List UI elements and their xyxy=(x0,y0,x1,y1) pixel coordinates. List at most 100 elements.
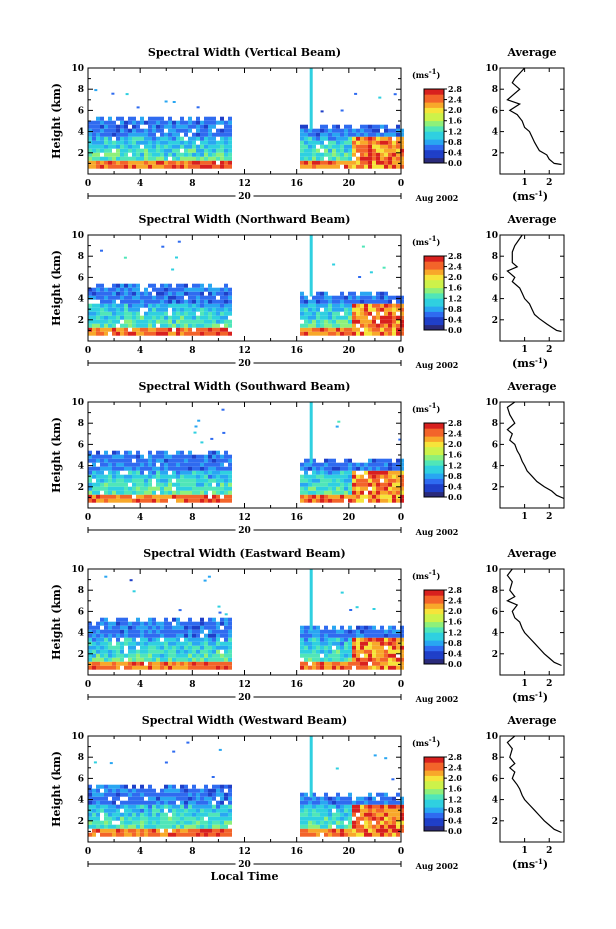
heatmap-cell xyxy=(192,283,196,288)
heatmap-cell xyxy=(328,832,332,837)
heatmap-cell xyxy=(348,478,352,483)
heatmap-cell xyxy=(332,462,336,467)
x-tick-label: 0 xyxy=(398,680,404,690)
heatmap-cell xyxy=(168,315,172,320)
heatmap-cell xyxy=(380,832,384,837)
heatmap-cell xyxy=(316,307,320,312)
heatmap-cell xyxy=(104,128,108,133)
heatmap-cell xyxy=(144,816,148,821)
heatmap-cell xyxy=(216,828,220,833)
heatmap-cell xyxy=(200,295,204,300)
heatmap-cell xyxy=(208,637,212,642)
heatmap-cell xyxy=(180,303,184,308)
heatmap-cell xyxy=(136,474,140,479)
heatmap-cell xyxy=(96,291,100,296)
heatmap-cell xyxy=(124,665,128,670)
day-label-bg xyxy=(235,524,254,535)
x-tick-label: 0 xyxy=(85,179,91,189)
heatmap-cell xyxy=(316,800,320,805)
heatmap-cell xyxy=(228,657,232,662)
heatmap-cell xyxy=(336,478,340,483)
heatmap-cell xyxy=(92,124,96,129)
heatmap-cell xyxy=(172,295,176,300)
heatmap-cell xyxy=(108,311,112,316)
heatmap-cell xyxy=(344,128,348,133)
heatmap-cell xyxy=(344,633,348,638)
heatmap-cell xyxy=(136,653,140,658)
heatmap-cell xyxy=(372,164,376,169)
heatmap-cell xyxy=(344,462,348,467)
heatmap-cell xyxy=(156,816,160,821)
heatmap-cell xyxy=(308,498,312,503)
heatmap-cell xyxy=(168,474,172,479)
x-tick-label: 8 xyxy=(189,847,195,857)
heatmap-cell xyxy=(204,498,208,503)
heatmap-cell xyxy=(136,164,140,169)
heatmap-cell xyxy=(304,808,308,813)
heatmap-cell xyxy=(124,327,128,332)
heatmap-cell xyxy=(152,816,156,821)
heatmap-cell xyxy=(112,490,116,495)
heatmap-cell xyxy=(372,458,376,463)
heatmap-cell xyxy=(208,295,212,300)
heatmap-cell xyxy=(356,661,360,666)
heatmap-cell xyxy=(384,124,388,129)
heatmap-cell xyxy=(316,311,320,316)
heatmap-cell xyxy=(148,144,152,149)
colorbar-segment xyxy=(424,269,444,273)
colorbar-segment xyxy=(424,486,444,490)
heatmap-cell xyxy=(196,824,200,829)
heatmap-cell xyxy=(360,478,364,483)
heatmap-cell xyxy=(128,661,132,666)
heatmap-cell xyxy=(180,621,184,626)
heatmap-cell xyxy=(312,311,316,316)
heatmap-cell xyxy=(316,637,320,642)
heatmap-cell xyxy=(116,808,120,813)
heatmap-cell xyxy=(96,144,100,149)
heatmap-cell xyxy=(152,800,156,805)
heatmap-cell xyxy=(120,160,124,165)
colorbar-segment xyxy=(424,423,444,427)
heatmap-cell xyxy=(88,458,92,463)
heatmap-cell xyxy=(112,124,116,129)
heatmap-cell xyxy=(132,144,136,149)
average-x-label-close: ) xyxy=(543,691,548,704)
heatmap-cell xyxy=(332,832,336,837)
heatmap-cell xyxy=(164,637,168,642)
heatmap-cell xyxy=(392,828,396,833)
heatmap-cell xyxy=(212,295,216,300)
heatmap-cell xyxy=(388,462,392,467)
heatmap-cell xyxy=(172,653,176,658)
heatmap-cell xyxy=(208,633,212,638)
heatmap-cell xyxy=(152,653,156,658)
heatmap-cell xyxy=(360,160,364,165)
heatmap-cell xyxy=(348,148,352,153)
colorbar-segment xyxy=(424,91,444,95)
heatmap-cell xyxy=(192,637,196,642)
heatmap-cell xyxy=(396,478,400,483)
heatmap-cell xyxy=(184,474,188,479)
heatmap-cell xyxy=(304,629,308,634)
x-tick-label: 8 xyxy=(189,513,195,523)
heatmap-cell xyxy=(112,315,116,320)
colorbar-frame xyxy=(423,88,445,164)
heatmap-cell xyxy=(92,832,96,837)
heatmap-cell xyxy=(120,645,124,650)
heatmap-cell xyxy=(304,645,308,650)
heatmap-cell xyxy=(352,311,356,316)
heatmap-cell xyxy=(200,824,204,829)
heatmap-cell xyxy=(164,816,168,821)
heatmap-cell xyxy=(400,796,404,801)
heatmap-cell xyxy=(384,812,388,817)
heatmap-cell xyxy=(184,454,188,459)
heatmap-cell xyxy=(352,804,356,809)
heatmap-cell xyxy=(224,152,228,157)
heatmap-cell xyxy=(92,144,96,149)
heatmap-cell xyxy=(220,832,224,837)
heatmap-cell xyxy=(340,470,344,475)
heatmap-cell xyxy=(332,164,336,169)
heatmap-cell xyxy=(216,450,220,455)
heatmap-cell xyxy=(300,128,304,133)
heatmap-cell xyxy=(376,124,380,129)
heatmap-cell xyxy=(344,828,348,833)
